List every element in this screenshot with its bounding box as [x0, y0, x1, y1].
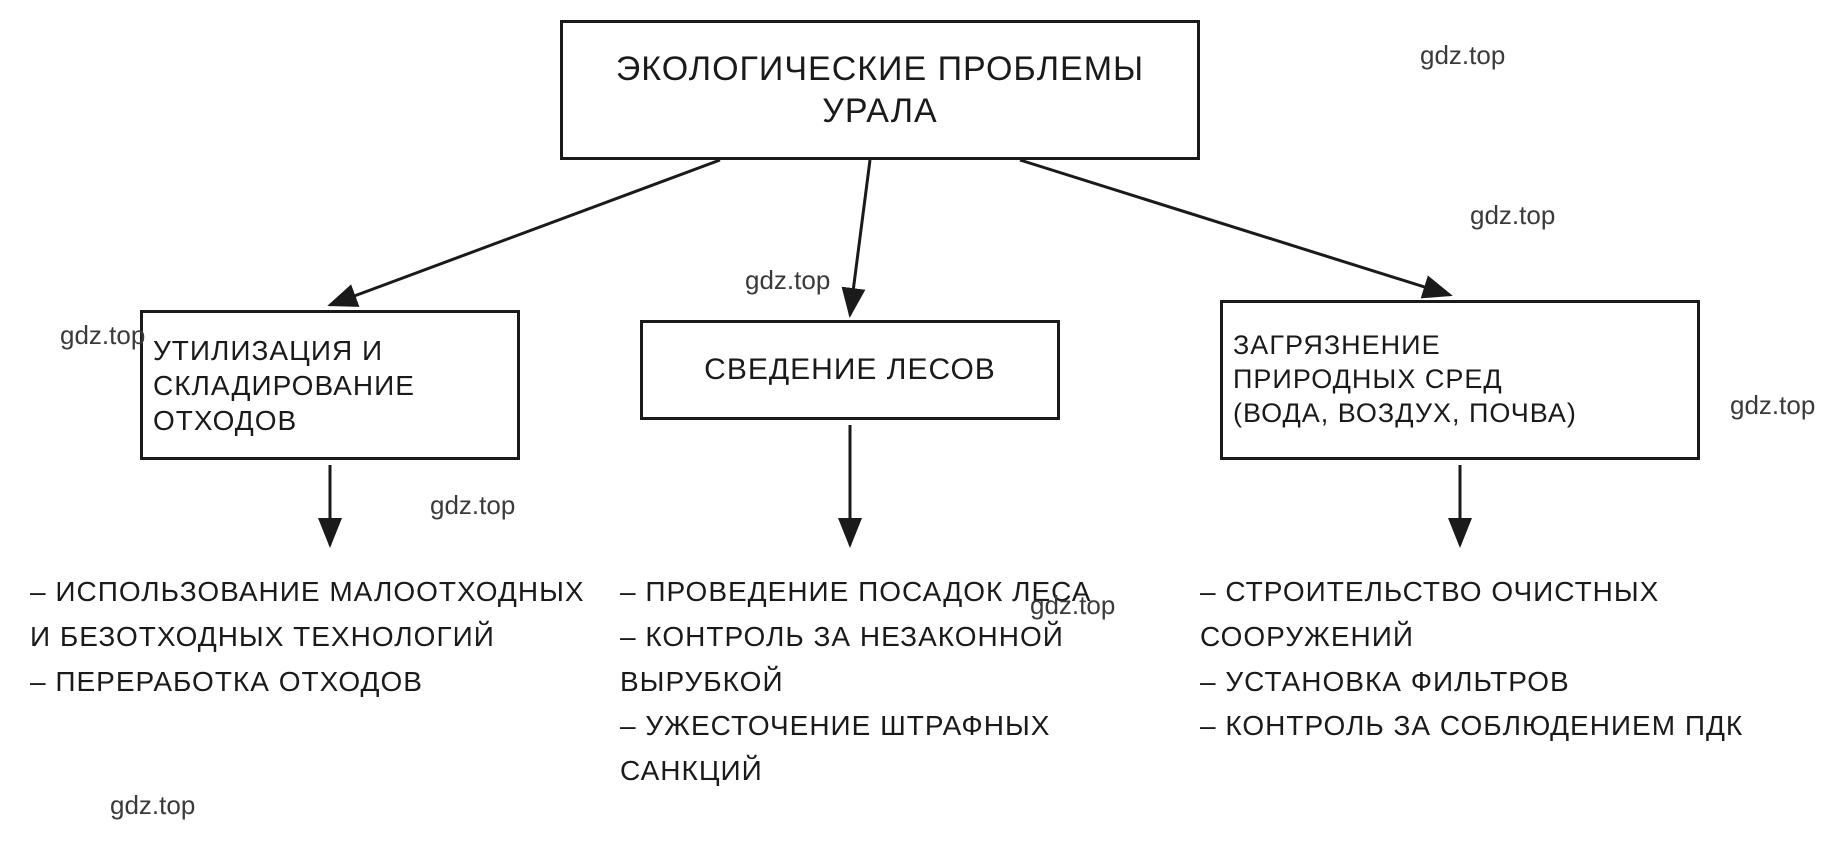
solutions-waste: использование малоотходных и безотходных… — [30, 570, 610, 704]
child-node-waste: Утилизация и складирование отходов — [140, 310, 520, 460]
child-node-forest: Сведение лесов — [640, 320, 1060, 420]
solution-item: переработка отходов — [30, 660, 610, 705]
solution-item: контроль за незаконной вырубкой — [620, 615, 1180, 705]
watermark-text: gdz.top — [1030, 590, 1115, 621]
edge-arrow — [1020, 160, 1450, 295]
solution-item: ужесточение штрафных санкций — [620, 704, 1180, 794]
child-node-pollution: Загрязнение природных сред (вода, воздух… — [1220, 300, 1700, 460]
edge-arrow — [850, 160, 870, 315]
watermark-text: gdz.top — [1470, 200, 1555, 231]
solutions-pollution: строительство очистных сооружений устано… — [1200, 570, 1820, 749]
edge-arrow — [330, 160, 720, 305]
watermark-text: gdz.top — [1420, 40, 1505, 71]
solution-item: строительство очистных сооружений — [1200, 570, 1820, 660]
watermark-text: gdz.top — [430, 490, 515, 521]
solution-item: контроль за соблюдением ПДК — [1200, 704, 1820, 749]
root-node: Экологические проблемы Урала — [560, 20, 1200, 160]
solution-item: использование малоотходных и безотходных… — [30, 570, 610, 660]
diagram-canvas: Экологические проблемы Урала Утилизация … — [0, 0, 1839, 859]
watermark-text: gdz.top — [60, 320, 145, 351]
watermark-text: gdz.top — [1730, 390, 1815, 421]
watermark-text: gdz.top — [745, 265, 830, 296]
solution-item: установка фильтров — [1200, 660, 1820, 705]
watermark-text: gdz.top — [110, 790, 195, 821]
